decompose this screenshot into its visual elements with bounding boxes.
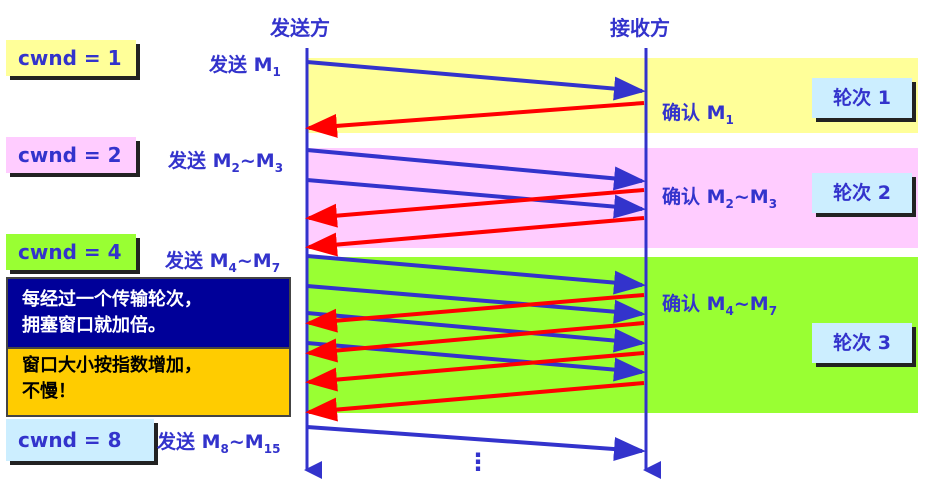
receiver-heading: 接收方 [610,16,670,40]
sender-heading: 发送方 [270,16,330,40]
cwnd-1-box: cwnd = 1 [6,40,136,76]
note-line: 每经过一个传输轮次， [22,289,202,310]
round-2-label: 轮次 2 [812,173,912,213]
ack-arrow [305,216,645,257]
round-3-label: 轮次 3 [812,323,912,363]
cwnd-2-box: cwnd = 2 [6,137,136,173]
note-line: 窗口大小按指数增加， [22,355,202,376]
ellipsis: ⋮ [466,448,490,476]
ack-arrow [305,293,645,333]
ack-arrow [305,351,645,392]
data-segment-arrow [306,425,646,461]
send-label-4: 发送 M8~M15 [157,431,281,456]
ack-label-1: 确认 M1 [662,102,734,127]
ack-arrow [305,381,645,422]
ack-arrow [305,101,645,138]
ack-arrow [305,188,645,228]
data-segment-arrow [306,284,646,324]
ack-label-3: 确认 M4~M7 [662,293,778,318]
note-exponential: 窗口大小按指数增加， 不慢！ [6,349,291,417]
note-line: 拥塞窗口就加倍。 [22,315,166,336]
data-segment-arrow [306,254,646,295]
ack-arrow [305,321,645,363]
cwnd-8-box: cwnd = 8 [6,419,154,461]
note-line: 不慢！ [22,381,76,402]
data-segment-arrow [306,60,646,101]
send-label-1: 发送 M1 [209,54,281,79]
send-label-3: 发送 M4~M7 [165,250,281,275]
data-segment-arrow [306,148,646,191]
note-doubling: 每经过一个传输轮次， 拥塞窗口就加倍。 [6,277,291,349]
ack-label-2: 确认 M2~M3 [662,186,778,211]
send-label-2: 发送 M2~M3 [168,150,284,175]
cwnd-4-box: cwnd = 4 [6,234,136,270]
round-1-label: 轮次 1 [812,78,912,118]
data-segment-arrow [306,178,646,219]
